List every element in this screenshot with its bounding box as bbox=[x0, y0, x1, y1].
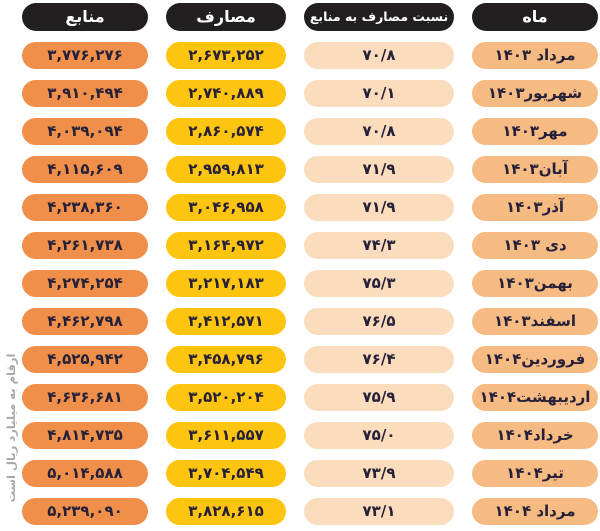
cell-resources: ۵,۰۱۴,۵۸۸ bbox=[22, 460, 148, 487]
resources-value: ۴,۵۲۵,۹۴۲ bbox=[47, 350, 123, 368]
cell-ratio: ۷۶/۵ bbox=[304, 308, 454, 335]
cell-month: مرداد ۱۴۰۴ bbox=[472, 498, 598, 525]
cell-month: اردیبهشت۱۴۰۴ bbox=[472, 384, 598, 411]
cell-expenses: ۳,۰۴۶,۹۵۸ bbox=[166, 194, 286, 221]
cell-resources: ۵,۲۳۹,۰۹۰ bbox=[22, 498, 148, 525]
ratio-value: ۷۵/۹ bbox=[362, 388, 396, 406]
column-header-ratio: نسبت مصارف به منابع bbox=[304, 3, 454, 31]
ratio-value: ۷۳/۹ bbox=[362, 464, 396, 482]
resources-value: ۴,۲۳۸,۳۶۰ bbox=[47, 198, 123, 216]
cell-expenses: ۳,۸۲۸,۶۱۵ bbox=[166, 498, 286, 525]
cell-month: خرداد۱۴۰۴ bbox=[472, 422, 598, 449]
cell-expenses: ۳,۷۰۴,۵۴۹ bbox=[166, 460, 286, 487]
cell-ratio: ۷۱/۹ bbox=[304, 194, 454, 221]
cell-month: شهریور۱۴۰۳ bbox=[472, 80, 598, 107]
expenses-value: ۲,۶۷۳,۲۵۲ bbox=[188, 46, 264, 64]
cell-month: تیر۱۴۰۴ bbox=[472, 460, 598, 487]
cell-month: فروردین۱۴۰۴ bbox=[472, 346, 598, 373]
cell-expenses: ۳,۴۱۲,۵۷۱ bbox=[166, 308, 286, 335]
cell-expenses: ۳,۴۵۸,۷۹۶ bbox=[166, 346, 286, 373]
resources-value: ۴,۲۷۴,۲۵۴ bbox=[47, 274, 123, 292]
cell-ratio: ۷۶/۴ bbox=[304, 346, 454, 373]
expenses-value: ۲,۷۴۰,۸۸۹ bbox=[188, 84, 264, 102]
cell-expenses: ۳,۲۱۷,۱۸۳ bbox=[166, 270, 286, 297]
ratio-value: ۷۰/۸ bbox=[362, 122, 396, 140]
resources-value: ۴,۸۱۴,۷۳۵ bbox=[47, 426, 123, 444]
cell-ratio: ۷۴/۳ bbox=[304, 232, 454, 259]
cell-month: دی ۱۴۰۳ bbox=[472, 232, 598, 259]
expenses-value: ۲,۸۶۰,۵۷۴ bbox=[188, 122, 264, 140]
ratio-value: ۷۴/۳ bbox=[362, 236, 396, 254]
cell-ratio: ۷۰/۸ bbox=[304, 42, 454, 69]
expenses-value: ۳,۸۲۸,۶۱۵ bbox=[188, 502, 264, 520]
cell-resources: ۳,۹۱۰,۴۹۴ bbox=[22, 80, 148, 107]
expenses-value: ۳,۱۶۴,۹۷۲ bbox=[188, 236, 264, 254]
cell-expenses: ۲,۷۴۰,۸۸۹ bbox=[166, 80, 286, 107]
cell-expenses: ۳,۵۲۰,۲۰۴ bbox=[166, 384, 286, 411]
resources-value: ۵,۲۳۹,۰۹۰ bbox=[47, 502, 123, 520]
cell-month: آذر۱۴۰۳ bbox=[472, 194, 598, 221]
cell-ratio: ۷۵/۳ bbox=[304, 270, 454, 297]
expenses-value: ۳,۶۱۱,۵۵۷ bbox=[188, 426, 264, 444]
cell-resources: ۴,۰۳۹,۰۹۴ bbox=[22, 118, 148, 145]
ratio-value: ۷۵/۳ bbox=[362, 274, 396, 292]
cell-expenses: ۲,۶۷۳,۲۵۲ bbox=[166, 42, 286, 69]
ratio-value: ۷۰/۸ bbox=[362, 46, 396, 64]
cell-resources: ۴,۴۶۲,۷۹۸ bbox=[22, 308, 148, 335]
ratio-value: ۷۵/۰ bbox=[362, 426, 396, 444]
cell-expenses: ۳,۱۶۴,۹۷۲ bbox=[166, 232, 286, 259]
cell-resources: ۴,۵۲۵,۹۴۲ bbox=[22, 346, 148, 373]
ratio-value: ۷۱/۹ bbox=[362, 198, 396, 216]
resources-value: ۴,۰۳۹,۰۹۴ bbox=[47, 122, 123, 140]
cell-ratio: ۷۰/۸ bbox=[304, 118, 454, 145]
cell-month: اسفند۱۴۰۳ bbox=[472, 308, 598, 335]
column-header-expenses: مصارف bbox=[166, 3, 286, 31]
cell-expenses: ۳,۶۱۱,۵۵۷ bbox=[166, 422, 286, 449]
resources-value: ۴,۱۱۵,۶۰۹ bbox=[47, 160, 123, 178]
cell-month: بهمن۱۴۰۳ bbox=[472, 270, 598, 297]
cell-month: مرداد ۱۴۰۳ bbox=[472, 42, 598, 69]
unit-footnote: ارقام به میلیارد ریال است bbox=[4, 353, 18, 503]
resources-value: ۴,۶۳۶,۶۸۱ bbox=[47, 388, 123, 406]
ratio-value: ۷۳/۱ bbox=[362, 502, 396, 520]
resources-value: ۳,۹۱۰,۴۹۴ bbox=[47, 84, 123, 102]
column-header-resources: منابع bbox=[22, 3, 148, 31]
expenses-value: ۲,۹۵۹,۸۱۳ bbox=[188, 160, 264, 178]
resources-value: ۵,۰۱۴,۵۸۸ bbox=[47, 464, 123, 482]
resources-value: ۴,۴۶۲,۷۹۸ bbox=[47, 312, 123, 330]
ratio-value: ۷۶/۴ bbox=[362, 350, 396, 368]
ratio-value: ۷۶/۵ bbox=[362, 312, 396, 330]
expenses-value: ۳,۴۵۸,۷۹۶ bbox=[188, 350, 264, 368]
cell-resources: ۴,۲۶۱,۷۳۸ bbox=[22, 232, 148, 259]
cell-resources: ۴,۱۱۵,۶۰۹ bbox=[22, 156, 148, 183]
expenses-value: ۳,۴۱۲,۵۷۱ bbox=[188, 312, 264, 330]
expenses-value: ۳,۷۰۴,۵۴۹ bbox=[188, 464, 264, 482]
expenses-value: ۳,۲۱۷,۱۸۳ bbox=[188, 274, 264, 292]
resources-value: ۳,۷۷۶,۲۷۶ bbox=[47, 46, 123, 64]
cell-month: آبان۱۴۰۳ bbox=[472, 156, 598, 183]
cell-resources: ۴,۲۷۴,۲۵۴ bbox=[22, 270, 148, 297]
cell-ratio: ۷۰/۱ bbox=[304, 80, 454, 107]
cell-expenses: ۲,۹۵۹,۸۱۳ bbox=[166, 156, 286, 183]
column-header-month: ماه bbox=[472, 3, 598, 31]
cell-ratio: ۷۵/۹ bbox=[304, 384, 454, 411]
cell-resources: ۳,۷۷۶,۲۷۶ bbox=[22, 42, 148, 69]
budget-table: ماه نسبت مصارف به منابع مصارف منابع مردا… bbox=[22, 3, 598, 525]
ratio-value: ۷۰/۱ bbox=[362, 84, 396, 102]
cell-ratio: ۷۱/۹ bbox=[304, 156, 454, 183]
cell-expenses: ۲,۸۶۰,۵۷۴ bbox=[166, 118, 286, 145]
cell-ratio: ۷۵/۰ bbox=[304, 422, 454, 449]
cell-resources: ۴,۸۱۴,۷۳۵ bbox=[22, 422, 148, 449]
expenses-value: ۳,۰۴۶,۹۵۸ bbox=[188, 198, 264, 216]
cell-ratio: ۷۳/۱ bbox=[304, 498, 454, 525]
cell-resources: ۴,۲۳۸,۳۶۰ bbox=[22, 194, 148, 221]
cell-month: مهر۱۴۰۳ bbox=[472, 118, 598, 145]
cell-ratio: ۷۳/۹ bbox=[304, 460, 454, 487]
expenses-value: ۳,۵۲۰,۲۰۴ bbox=[188, 388, 264, 406]
cell-resources: ۴,۶۳۶,۶۸۱ bbox=[22, 384, 148, 411]
ratio-value: ۷۱/۹ bbox=[362, 160, 396, 178]
resources-value: ۴,۲۶۱,۷۳۸ bbox=[47, 236, 123, 254]
